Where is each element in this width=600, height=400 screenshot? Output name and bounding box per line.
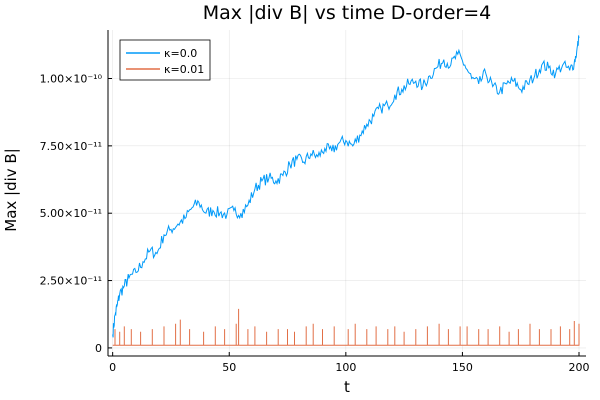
y-tick-label: 1.00×10⁻¹⁰ [40, 72, 103, 85]
x-tick-label: 150 [452, 361, 473, 374]
x-tick-label: 100 [335, 361, 356, 374]
series-line-kappa-0.0 [112, 35, 580, 338]
axes [107, 30, 586, 357]
y-axis-label: Max |div B| [2, 148, 20, 232]
y-tick-label: 2.50×10⁻¹¹ [40, 275, 102, 288]
x-axis-label: t [344, 378, 350, 396]
x-tick-label: 0 [109, 361, 116, 374]
ticks: 0 50 100 150 200 0 2.50×10⁻¹¹ 5.00×10⁻¹¹ 7.50×10… [40, 72, 590, 374]
x-tick-label: 50 [222, 361, 236, 374]
legend-box [119, 39, 211, 81]
plot-lines [112, 35, 580, 346]
chart-title: Max |div B| vs time D-order=4 [203, 2, 491, 24]
grid [108, 30, 586, 356]
legend-label: κ=0.0 [164, 47, 197, 60]
y-tick-label: 5.00×10⁻¹¹ [40, 207, 102, 220]
legend: κ=0.0 κ=0.01 [119, 39, 211, 81]
y-tick-label: 7.50×10⁻¹¹ [40, 140, 102, 153]
y-tick-label: 0 [95, 342, 102, 355]
series-line-kappa-0.01 [112, 308, 580, 346]
x-tick-label: 200 [569, 361, 590, 374]
legend-label: κ=0.01 [164, 63, 204, 76]
